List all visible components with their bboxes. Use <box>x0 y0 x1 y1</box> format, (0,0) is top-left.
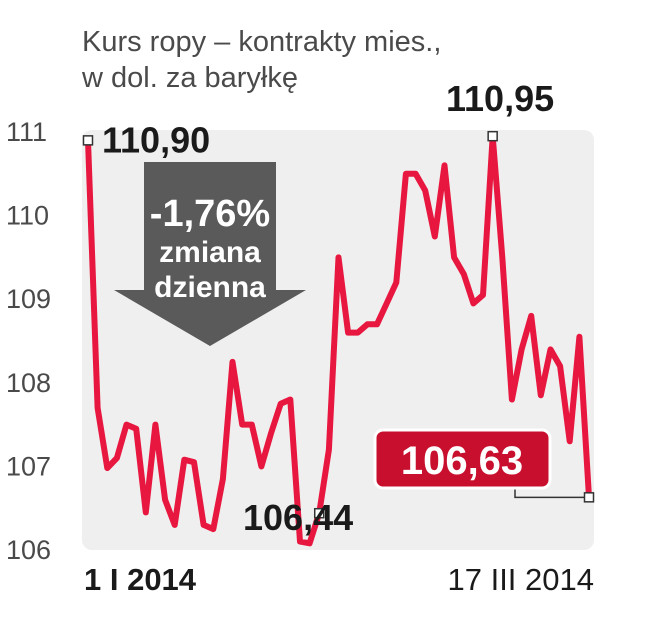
y-tick-label: 109 <box>6 284 51 314</box>
data-label-start: 110,90 <box>102 119 210 160</box>
daily-change-arrow <box>114 162 306 346</box>
daily-change-label: zmiana <box>159 236 261 269</box>
x-tick-label: 17 III 2014 <box>447 562 594 597</box>
last-value-badge <box>373 428 552 490</box>
x-tick-label: 1 I 2014 <box>84 562 197 597</box>
price-series-line <box>85 133 592 547</box>
daily-change-label: dzienna <box>154 271 266 304</box>
chart-title-line2: w dol. za baryłkę <box>82 62 298 94</box>
data-point-marker <box>583 492 595 503</box>
chart-title-line1: Kurs ropy – kontrakty mies., <box>82 26 442 58</box>
data-label-low: 106,44 <box>243 497 353 538</box>
data-label-high: 110,95 <box>446 78 554 119</box>
leader-line <box>514 486 589 499</box>
y-tick-label: 107 <box>6 451 51 481</box>
y-tick-label: 106 <box>6 535 51 565</box>
data-point-marker <box>313 507 325 519</box>
data-label-last: 106,63 <box>401 439 523 483</box>
daily-change-percent: -1,76% <box>150 193 270 235</box>
data-point-marker <box>487 130 498 142</box>
data-point-marker <box>82 135 94 146</box>
y-tick-label: 111 <box>6 117 47 147</box>
y-tick-label: 110 <box>6 201 49 231</box>
chart-title: Kurs ropy – kontrakty mies., w dol. za b… <box>82 24 441 96</box>
y-tick-label: 108 <box>6 368 51 398</box>
